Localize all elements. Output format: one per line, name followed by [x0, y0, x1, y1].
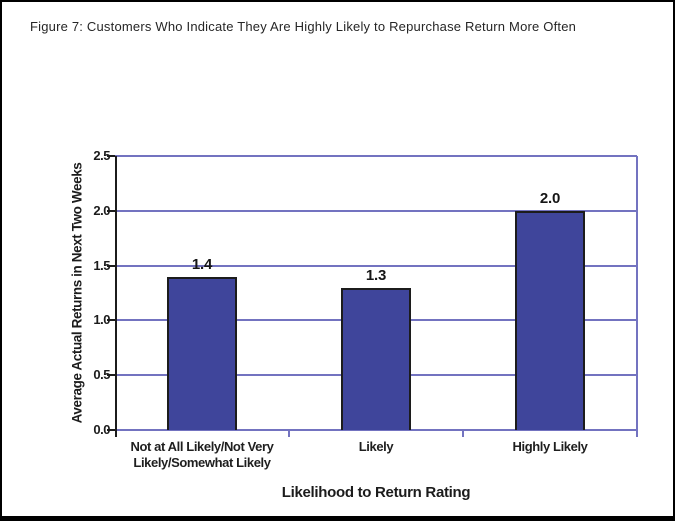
y-axis-tick [107, 210, 115, 212]
x-axis-category-labels: Not at All Likely/Not Very Likely/Somewha… [115, 439, 637, 471]
x-axis-tick [636, 430, 638, 437]
figure-title: Figure 7: Customers Who Indicate They Ar… [30, 19, 577, 34]
y-axis-tick-label: 0.5 [93, 367, 110, 382]
y-axis-tick-label: 2.0 [93, 203, 110, 218]
x-axis-title: Likelihood to Return Rating [281, 484, 471, 501]
bar-value-label: 2.0 [539, 190, 561, 207]
y-axis-tick [107, 155, 115, 157]
bar-value-label: 1.3 [365, 267, 387, 284]
bar [167, 277, 237, 430]
y-axis-tick-label: 1.5 [93, 258, 110, 273]
category-label: Likely [289, 439, 463, 471]
bar [341, 288, 411, 430]
gridline [115, 265, 637, 267]
y-axis-tick [107, 319, 115, 321]
category-label-line: Likely [358, 439, 394, 454]
gridline [115, 429, 637, 431]
category-label: Highly Likely [463, 439, 637, 471]
plot-area: 1.4 1.3 2.0 [107, 155, 638, 437]
x-axis-tick [288, 430, 290, 437]
category-label: Not at All Likely/Not Very Likely/Somewha… [115, 439, 289, 471]
y-axis-tick [107, 265, 115, 267]
category-label-line: Likely/Somewhat Likely [133, 455, 271, 470]
gridline [115, 210, 637, 212]
y-axis-tick [107, 374, 115, 376]
y-axis-line [115, 156, 117, 437]
category-label-line: Not at All Likely/Not Very [130, 439, 274, 454]
y-axis-tick-label: 2.5 [93, 148, 110, 163]
bar-value-label: 1.4 [191, 256, 213, 273]
y-axis-tick [107, 429, 115, 431]
plot-right-frame [636, 156, 638, 430]
x-axis-tick [462, 430, 464, 437]
bar [515, 211, 585, 430]
y-axis-title: Average Actual Returns in Next Two Weeks [69, 162, 85, 424]
y-axis-tick-label: 1.0 [93, 312, 110, 327]
category-label-line: Highly Likely [512, 439, 588, 454]
y-axis-tick-label: 0.0 [93, 422, 110, 437]
gridline [115, 155, 637, 157]
